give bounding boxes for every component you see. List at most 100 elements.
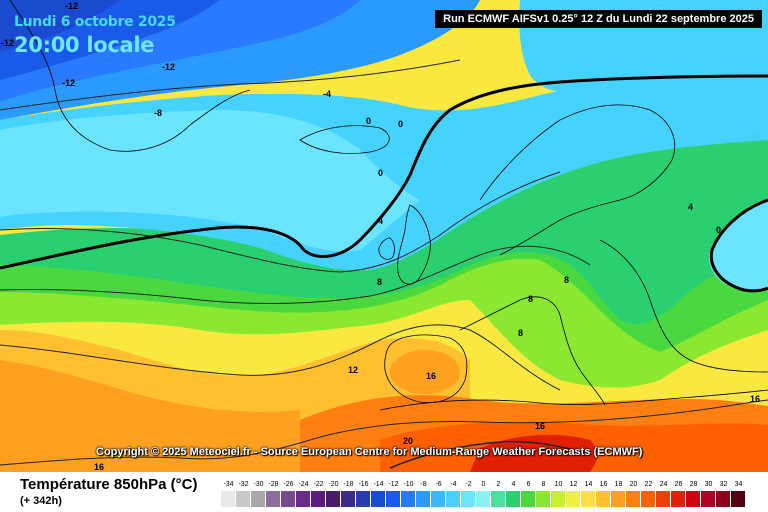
band-hot-sw [0,360,300,472]
color-scale-label: 26 [674,481,683,488]
color-scale-label: -12 [388,481,399,488]
ireland-coast [378,237,395,260]
color-scale-swatch [281,491,296,507]
isotherm-20 [389,440,591,469]
color-scale-swatch [581,491,596,507]
contour-label: 20 [403,436,414,446]
color-scale-label: 6 [526,481,531,488]
temperature-map: -12 -12 -12 -12 -8 -4 0 0 0 0 4 4 8 8 8 … [0,0,768,472]
color-scale-swatch [626,491,641,507]
band-cool-pale [0,110,420,252]
france-italy-coast [459,296,606,406]
color-scale-label: 0 [481,481,486,488]
color-scale-swatch [416,491,431,507]
color-scale-swatch [641,491,656,507]
band-coldest [0,0,120,52]
color-scale-label: -14 [373,481,384,488]
model-run-label: Run ECMWF AIFSv1 0.25° 12 Z du Lundi 22 … [435,10,762,28]
contour-label: -12 [1,38,15,48]
map-canvas [0,0,768,472]
contour-label: 8 [564,275,570,285]
color-scale-label: 30 [704,481,713,488]
color-scale-swatch [491,491,506,507]
color-scale-label: -20 [328,481,339,488]
color-scale-swatch [446,491,461,507]
color-scale-swatch [551,491,566,507]
forecast-date: Lundi 6 octobre 2025 [14,14,176,30]
contour-label: 8 [518,328,524,338]
eastern-europe-border [599,239,768,373]
color-scale-label: 20 [629,481,638,488]
color-scale-swatch [251,491,266,507]
africa-coast [379,389,768,411]
coastlines [9,0,768,411]
iberia-warm-spot [390,350,460,394]
color-scale-swatch [506,491,521,507]
color-scale-label: 28 [689,481,698,488]
color-scale-label: 8 [541,481,546,488]
color-scale-swatch [611,491,626,507]
isotherm-zero-east [709,198,768,293]
contour-label: -12 [162,62,176,72]
color-scale-label: -28 [268,481,279,488]
color-scale-swatch [221,491,236,507]
color-scale-swatch [731,491,746,507]
color-scale-swatch [656,491,671,507]
color-scale-swatch [236,491,251,507]
color-scale-swatch [341,491,356,507]
iberia-coast [384,334,468,404]
color-scale-label: 18 [614,481,623,488]
color-scale-label: 12 [569,481,578,488]
color-scale-label: -2 [465,481,472,488]
color-scale-label: -24 [298,481,309,488]
color-scale-swatch [356,491,371,507]
color-scale-swatch [596,491,611,507]
contour-label: 0 [398,119,404,129]
contour-label: -12 [62,78,76,88]
footer: Température 850hPa (°C) (+ 342h) -34 -32-… [0,472,768,512]
color-scale-label: 22 [644,481,653,488]
color-scale-swatch [311,491,326,507]
isotherm-minus4 [0,59,461,111]
contour-label: 8 [377,277,383,287]
isotherm-zero-main [0,74,768,270]
east-cold-pocket [709,200,768,291]
contour-label: 16 [94,462,105,472]
isotherm-16 [0,399,768,466]
color-scale-label: 10 [554,481,563,488]
color-scale-label: -18 [343,481,354,488]
lead-time: (+ 342h) [20,495,62,507]
color-scale-label: -32 [238,481,249,488]
color-scale-label: 2 [496,481,501,488]
forecast-time: 20:00 locale [14,33,155,57]
color-scale-swatch [431,491,446,507]
color-scale-swatch [701,491,716,507]
contour-label: -12 [65,1,79,11]
color-scale-swatch [476,491,491,507]
color-scale-label: 14 [584,481,593,488]
britain-coast [397,204,431,285]
color-scale-swatch [686,491,701,507]
contour-label: 0 [716,225,722,235]
isotherm-8 [0,245,591,304]
color-scale-label: -34 [223,481,234,488]
color-scale-label: 4 [511,481,516,488]
color-scale-label: -16 [358,481,369,488]
band-hottest-south [470,434,597,472]
color-scale-swatch [326,491,341,507]
color-scale-label: -10 [403,481,414,488]
contour-label: 4 [688,202,694,212]
color-scale-swatch [401,491,416,507]
color-scale-swatch [386,491,401,507]
color-scale-swatch [461,491,476,507]
isotherm-4 [0,171,561,273]
contour-label: 0 [366,116,372,126]
color-scale-swatch [371,491,386,507]
color-scale-label: -26 [283,481,294,488]
iceland-coast [299,125,390,154]
color-scale-label: 16 [599,481,608,488]
contour-label: 16 [535,421,546,431]
contour-label: -8 [154,108,163,118]
color-scale-swatch [716,491,731,507]
color-scale-swatch [671,491,686,507]
